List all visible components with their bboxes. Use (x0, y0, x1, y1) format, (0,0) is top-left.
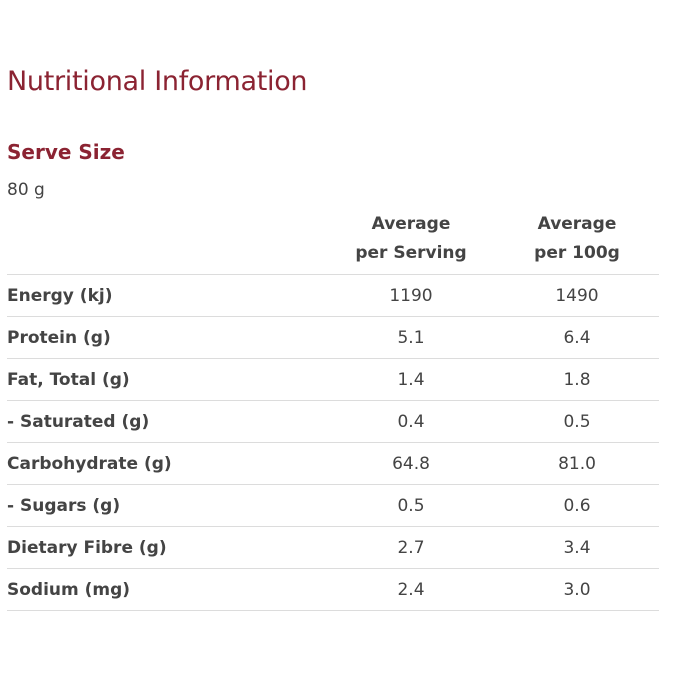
page-title: Nutritional Information (7, 66, 308, 97)
per-100g-value: 3.0 (495, 568, 659, 611)
per-serving-value: 64.8 (327, 442, 495, 485)
serve-size-heading: Serve Size (7, 140, 125, 164)
header-label-column (7, 208, 327, 275)
table-row: Sodium (mg) 2.4 3.0 (7, 568, 659, 611)
per-serving-value: 5.1 (327, 316, 495, 359)
nutrition-table: Average per Serving Average per 100g Ene… (7, 208, 659, 611)
nutrient-label: Carbohydrate (g) (7, 442, 327, 485)
per-100g-value: 1490 (495, 274, 659, 317)
per-100g-value: 0.5 (495, 400, 659, 443)
nutrient-label: Energy (kj) (7, 274, 327, 317)
header-per-100g-line2: per 100g (534, 243, 620, 263)
nutrient-label: Sodium (mg) (7, 568, 327, 611)
per-serving-value: 0.4 (327, 400, 495, 443)
table-row: Dietary Fibre (g) 2.7 3.4 (7, 526, 659, 569)
table-row: Carbohydrate (g) 64.8 81.0 (7, 442, 659, 485)
header-per-100g: Average per 100g (495, 208, 659, 275)
nutrient-label: Protein (g) (7, 316, 327, 359)
nutrient-label: - Sugars (g) (7, 484, 327, 527)
table-row: - Sugars (g) 0.5 0.6 (7, 484, 659, 527)
per-serving-value: 0.5 (327, 484, 495, 527)
per-100g-value: 6.4 (495, 316, 659, 359)
per-serving-value: 1190 (327, 274, 495, 317)
header-per-serving-line1: Average (371, 214, 451, 234)
table-row: Fat, Total (g) 1.4 1.8 (7, 358, 659, 401)
header-per-100g-line1: Average (537, 214, 617, 234)
table-row: - Saturated (g) 0.4 0.5 (7, 400, 659, 443)
per-serving-value: 2.4 (327, 568, 495, 611)
nutrient-label: - Saturated (g) (7, 400, 327, 443)
header-per-serving: Average per Serving (327, 208, 495, 275)
header-per-serving-line2: per Serving (355, 243, 467, 263)
per-serving-value: 2.7 (327, 526, 495, 569)
nutrient-label: Fat, Total (g) (7, 358, 327, 401)
table-row: Energy (kj) 1190 1490 (7, 274, 659, 317)
nutrition-table-header: Average per Serving Average per 100g (7, 208, 659, 275)
table-row: Protein (g) 5.1 6.4 (7, 316, 659, 359)
nutrient-label: Dietary Fibre (g) (7, 526, 327, 569)
per-100g-value: 3.4 (495, 526, 659, 569)
per-serving-value: 1.4 (327, 358, 495, 401)
header-row: Average per Serving Average per 100g (7, 208, 659, 275)
per-100g-value: 1.8 (495, 358, 659, 401)
serve-size-value: 80 g (7, 180, 45, 200)
per-100g-value: 81.0 (495, 442, 659, 485)
nutrition-table-body: Energy (kj) 1190 1490 Protein (g) 5.1 6.… (7, 274, 659, 611)
per-100g-value: 0.6 (495, 484, 659, 527)
